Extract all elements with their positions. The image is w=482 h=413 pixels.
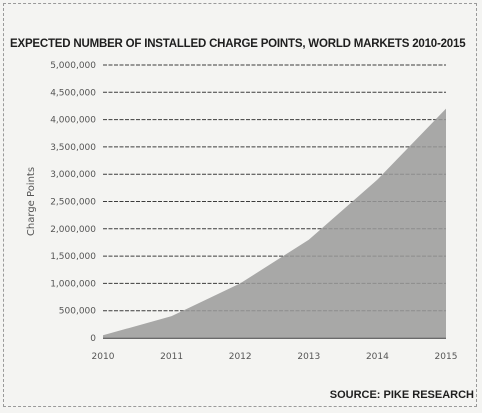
y-tick-label: 500,000 — [59, 307, 96, 317]
chart-title: EXPECTED NUMBER OF INSTALLED CHARGE POIN… — [10, 38, 466, 50]
y-tick-label: 4,000,000 — [50, 116, 96, 126]
area-layer — [103, 108, 446, 339]
y-tick-label: 1,500,000 — [50, 252, 96, 262]
x-tick-label: 2012 — [229, 352, 252, 362]
x-tick-label: 2011 — [160, 352, 183, 362]
y-tick-label: 2,000,000 — [50, 225, 96, 235]
y-tick-label: 3,500,000 — [50, 143, 96, 153]
x-tick-labels: 2010 2011 2012 2013 2014 2015 — [92, 352, 458, 362]
x-tick-label: 2013 — [297, 352, 320, 362]
x-tick-label: 2010 — [92, 352, 115, 362]
chart-frame — [3, 3, 477, 407]
source-note: SOURCE: PIKE RESEARCH — [329, 389, 474, 401]
series-area — [103, 108, 446, 339]
y-tick-labels: 0 500,000 1,000,000 1,500,000 2,000,000 2,500… — [50, 61, 96, 344]
y-axis-label: Charge Points — [26, 167, 37, 236]
y-tick-label: 0 — [90, 334, 96, 344]
y-tick-label: 2,500,000 — [50, 198, 96, 208]
y-tick-label: 3,000,000 — [50, 170, 96, 180]
y-tick-label: 5,000,000 — [50, 61, 96, 71]
y-tick-label: 1,000,000 — [50, 279, 96, 289]
x-tick-label: 2015 — [435, 352, 458, 362]
y-tick-label: 4,500,000 — [50, 88, 96, 98]
x-tick-label: 2014 — [366, 352, 389, 362]
